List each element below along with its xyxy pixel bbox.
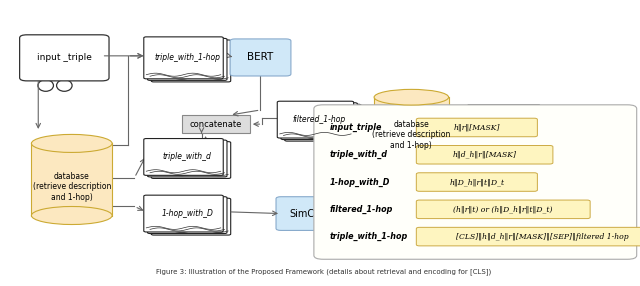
FancyBboxPatch shape [147, 140, 227, 177]
Text: filtered by ranking
similarity scores: filtered by ranking similarity scores [482, 207, 553, 227]
FancyBboxPatch shape [417, 173, 538, 191]
Text: [CLS]‖h‖d_h‖r‖[MASK]‖[SEP]‖filtered 1-hop: [CLS]‖h‖d_h‖r‖[MASK]‖[SEP]‖filtered 1-ho… [456, 233, 628, 241]
Text: triple_with_1-hop: triple_with_1-hop [330, 232, 408, 241]
Polygon shape [468, 105, 566, 137]
Text: similarity scores
of all 1-hop: similarity scores of all 1-hop [372, 202, 435, 221]
FancyBboxPatch shape [144, 138, 223, 175]
Text: h‖D_h‖r‖t‖D_t: h‖D_h‖r‖t‖D_t [449, 178, 504, 186]
FancyBboxPatch shape [417, 146, 553, 164]
Ellipse shape [374, 89, 449, 105]
Text: triple_with_d: triple_with_d [163, 152, 212, 161]
Text: triple_with_d: triple_with_d [330, 150, 387, 159]
Text: a set of selected
1-hop neighbors: a set of selected 1-hop neighbors [486, 111, 549, 131]
Text: Figure 3: Illustration of the Proposed Framework (details about retrieval and en: Figure 3: Illustration of the Proposed F… [156, 268, 491, 275]
FancyBboxPatch shape [276, 197, 340, 231]
Text: 1-hop_with_D: 1-hop_with_D [330, 178, 390, 186]
Text: (h‖r‖t) or (h‖D_h‖r‖t‖D_t): (h‖r‖t) or (h‖D_h‖r‖t‖D_t) [454, 205, 553, 213]
FancyBboxPatch shape [285, 104, 361, 141]
Text: h‖d_h‖r‖[MASK]: h‖d_h‖r‖[MASK] [452, 151, 516, 159]
Ellipse shape [31, 206, 112, 225]
FancyBboxPatch shape [144, 37, 223, 79]
Ellipse shape [56, 80, 72, 91]
Text: SimCSE: SimCSE [290, 208, 327, 219]
Text: input _triple: input _triple [37, 53, 92, 62]
Bar [481, 201, 553, 232]
Text: filtered_1-hop: filtered_1-hop [330, 205, 393, 214]
FancyBboxPatch shape [151, 198, 230, 235]
FancyBboxPatch shape [151, 142, 230, 178]
Text: input_triple: input_triple [330, 123, 382, 132]
FancyBboxPatch shape [417, 200, 590, 219]
Polygon shape [353, 195, 455, 228]
FancyBboxPatch shape [230, 39, 291, 76]
Ellipse shape [31, 134, 112, 152]
Bar [374, 97, 449, 160]
Text: concatenate: concatenate [189, 120, 242, 129]
FancyBboxPatch shape [417, 118, 538, 137]
Ellipse shape [38, 80, 54, 91]
FancyBboxPatch shape [417, 227, 640, 246]
Text: filtered_1-hop: filtered_1-hop [292, 115, 346, 124]
Text: BERT: BERT [248, 52, 274, 62]
FancyBboxPatch shape [147, 197, 227, 233]
FancyBboxPatch shape [277, 101, 354, 138]
Ellipse shape [374, 152, 449, 168]
Text: triple_with_1-hop: triple_with_1-hop [154, 53, 220, 62]
Text: h‖r‖[MASK]: h‖r‖[MASK] [454, 124, 500, 132]
Bar [31, 144, 112, 216]
Text: database
(retrieve description
and 1-hop): database (retrieve description and 1-hop… [372, 120, 451, 150]
Text: database
(retrieve description
and 1-hop): database (retrieve description and 1-hop… [33, 172, 111, 202]
FancyBboxPatch shape [147, 38, 227, 80]
FancyBboxPatch shape [314, 105, 637, 259]
FancyBboxPatch shape [20, 35, 109, 81]
FancyBboxPatch shape [144, 195, 223, 232]
FancyBboxPatch shape [151, 40, 230, 82]
FancyBboxPatch shape [281, 103, 357, 140]
Text: 1-hop_with_D: 1-hop_with_D [161, 209, 213, 218]
Bar [182, 115, 250, 133]
